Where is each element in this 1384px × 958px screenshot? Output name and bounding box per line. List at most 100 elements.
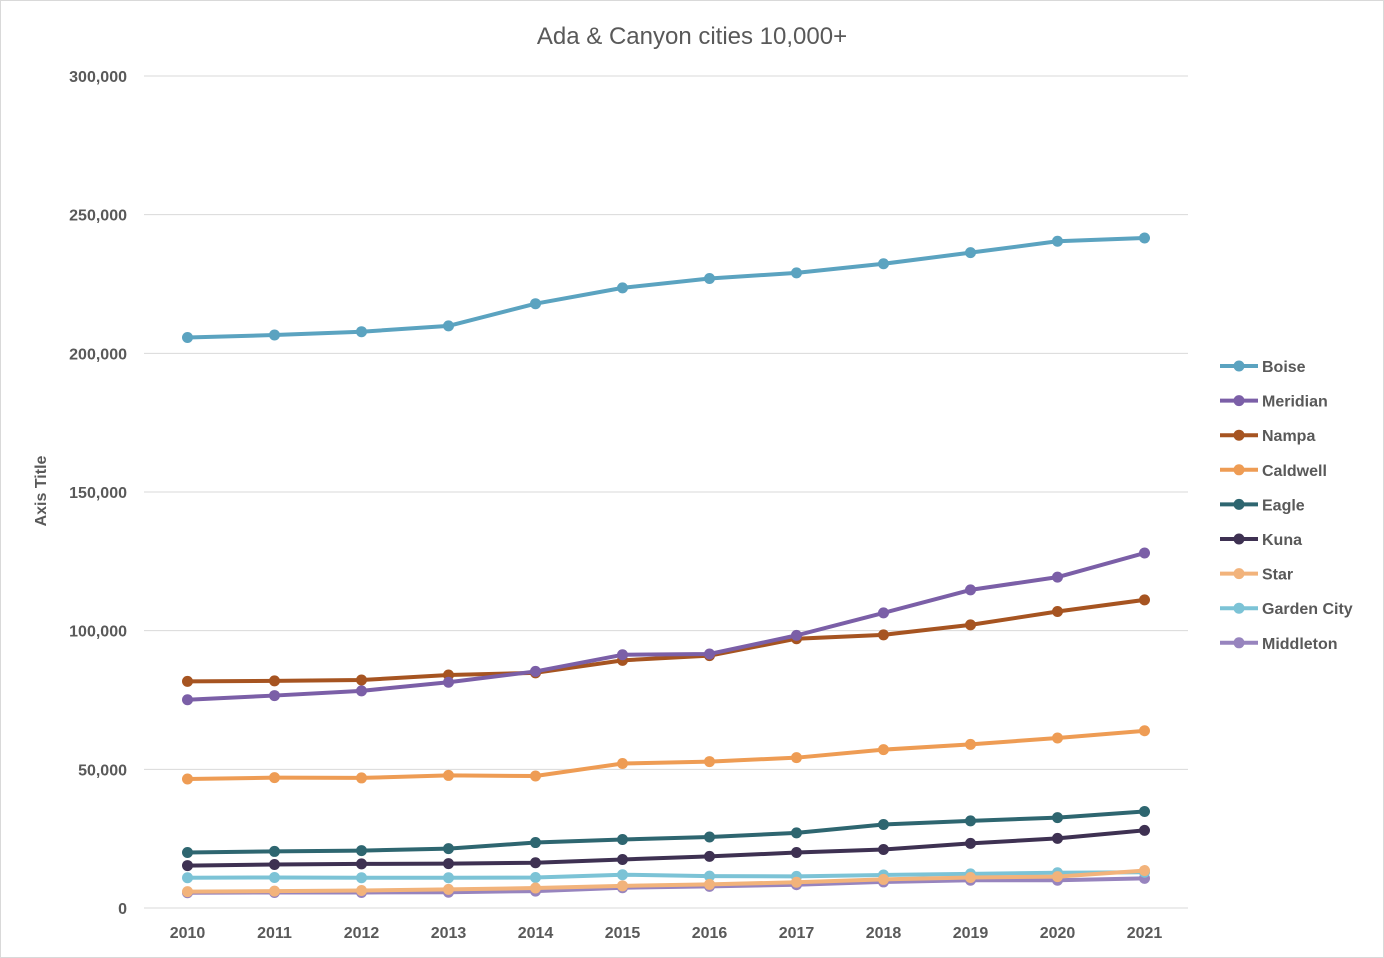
legend-swatch-marker: [1233, 429, 1245, 441]
data-point: [182, 773, 193, 785]
data-point: [1052, 606, 1063, 618]
data-point: [182, 860, 193, 872]
data-point: [356, 872, 367, 884]
series-line: [185, 235, 1147, 340]
legend: Boise Meridian Nampa Caldwell Eagle Kuna Star G…: [1220, 359, 1353, 653]
data-point: [965, 837, 976, 849]
data-point: [791, 827, 802, 839]
data-point: [704, 850, 715, 862]
data-point: [182, 847, 193, 859]
series-line: [185, 868, 1147, 894]
x-tick-label: 2014: [518, 925, 554, 942]
data-point: [704, 870, 715, 882]
x-tick-label: 2016: [692, 925, 728, 942]
legend-label: Eagle: [1262, 497, 1305, 514]
x-tick-label: 2019: [953, 925, 989, 942]
legend-item: Middleton: [1220, 636, 1338, 653]
series-caldwell: [182, 725, 1150, 785]
data-point: [704, 648, 715, 660]
data-point: [791, 876, 802, 888]
data-point: [182, 694, 193, 706]
x-tick-label: 2021: [1127, 925, 1163, 942]
series-group: [182, 232, 1150, 899]
data-point: [791, 267, 802, 279]
series-line: [185, 551, 1147, 702]
data-point: [356, 326, 367, 338]
data-point: [704, 272, 715, 284]
data-point: [704, 878, 715, 890]
data-point: [965, 584, 976, 596]
data-point: [1139, 725, 1150, 737]
y-tick-label: 100,000: [69, 624, 127, 641]
data-point: [269, 871, 280, 883]
x-tick-label: 2010: [170, 925, 206, 942]
legend-item: Meridian: [1220, 394, 1328, 411]
data-point: [965, 815, 976, 827]
y-tick-label: 150,000: [69, 485, 127, 502]
data-point: [530, 665, 541, 677]
x-tick-label: 2015: [605, 925, 641, 942]
data-point: [530, 882, 541, 894]
data-point: [1139, 547, 1150, 559]
legend-item: Garden City: [1220, 601, 1353, 618]
series-boise: [182, 232, 1150, 344]
data-point: [878, 607, 889, 619]
series-nampa: [182, 594, 1150, 687]
data-point: [791, 752, 802, 764]
data-point: [1139, 824, 1150, 836]
data-point: [1052, 832, 1063, 844]
legend-item: Boise: [1220, 359, 1306, 376]
data-point: [443, 883, 454, 895]
legend-label: Nampa: [1262, 428, 1315, 445]
legend-swatch-marker: [1233, 637, 1245, 649]
data-point: [443, 872, 454, 884]
x-tick-label: 2017: [779, 925, 815, 942]
x-tick-label: 2012: [344, 925, 380, 942]
data-point: [1139, 865, 1150, 877]
x-tick-label: 2020: [1040, 925, 1076, 942]
y-tick-label: 200,000: [69, 346, 127, 363]
y-axis-ticks: 0 50,000 100,000 150,000 200,000 250,000 300,0…: [69, 69, 127, 918]
y-tick-label: 300,000: [69, 69, 127, 86]
data-point: [356, 674, 367, 686]
data-point: [704, 831, 715, 843]
legend-label: Star: [1262, 567, 1293, 584]
legend-label: Meridian: [1262, 394, 1328, 411]
data-point: [269, 772, 280, 784]
data-point: [791, 847, 802, 859]
data-point: [530, 770, 541, 782]
data-point: [269, 845, 280, 857]
legend-swatch-marker: [1233, 568, 1245, 580]
y-tick-label: 250,000: [69, 208, 127, 225]
legend-label: Middleton: [1262, 636, 1338, 653]
data-point: [530, 298, 541, 310]
series-star: [182, 865, 1150, 898]
legend-label: Boise: [1262, 359, 1306, 376]
data-point: [1052, 732, 1063, 744]
legend-item: Eagle: [1220, 497, 1305, 514]
series-line: [185, 828, 1147, 868]
data-point: [1052, 571, 1063, 583]
series-line: [185, 870, 1147, 880]
data-point: [1052, 812, 1063, 824]
y-axis-title: Axis Title: [33, 455, 50, 526]
data-point: [356, 685, 367, 697]
legend-label: Caldwell: [1262, 463, 1327, 480]
series-eagle: [182, 805, 1150, 859]
data-point: [1139, 594, 1150, 606]
data-point: [443, 843, 454, 855]
data-point: [704, 756, 715, 768]
legend-swatch-marker: [1233, 498, 1245, 510]
data-point: [443, 769, 454, 781]
legend-item: Nampa: [1220, 428, 1315, 445]
data-point: [182, 886, 193, 898]
data-point: [878, 843, 889, 855]
data-point: [1139, 805, 1150, 817]
data-point: [878, 744, 889, 756]
legend-swatch-marker: [1233, 602, 1245, 614]
data-point: [182, 332, 193, 344]
data-point: [965, 619, 976, 631]
data-point: [1139, 232, 1150, 244]
